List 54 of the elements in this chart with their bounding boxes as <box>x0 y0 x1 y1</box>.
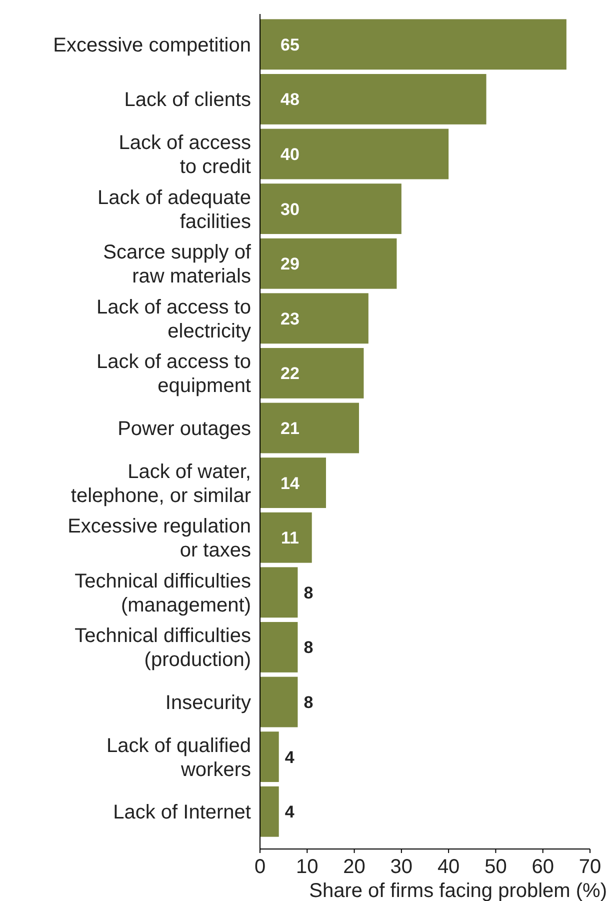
data-label: 8 <box>304 638 314 658</box>
bar <box>260 74 486 124</box>
y-tick-label: Technical difficulties (production) <box>74 625 251 672</box>
data-label: 21 <box>280 418 300 438</box>
x-tick-label: 60 <box>532 856 554 878</box>
bar <box>260 293 368 344</box>
data-label: 11 <box>281 528 299 548</box>
y-tick-label: Lack of access to electricity <box>96 296 251 342</box>
data-label: 14 <box>280 474 300 493</box>
data-label: 22 <box>280 364 300 384</box>
bar <box>260 512 312 563</box>
x-axis-title: Share of firms facing problem (%) <box>309 880 607 901</box>
bar <box>260 184 402 234</box>
y-tick-label: Lack of adequate facilities <box>98 186 251 233</box>
x-tick-label: 20 <box>343 856 366 878</box>
x-tick-label: 0 <box>254 856 266 878</box>
y-tick-label: Lack of access to credit <box>118 132 252 178</box>
x-tick-label: 10 <box>296 856 318 878</box>
y-tick-label: Lack of Internet <box>113 802 252 824</box>
data-label: 4 <box>284 748 295 767</box>
x-tick-label: 70 <box>578 856 602 878</box>
y-tick-label: Scarce supply of raw materials <box>103 242 252 288</box>
data-label: 4 <box>284 802 295 822</box>
data-label: 23 <box>280 309 300 328</box>
x-tick-label: 30 <box>390 856 413 878</box>
bar <box>260 128 449 180</box>
bar <box>260 458 326 508</box>
bar <box>260 786 279 837</box>
data-label: 30 <box>280 200 300 219</box>
y-tick-label: Lack of clients <box>124 89 251 112</box>
data-label: 8 <box>304 583 314 602</box>
bar <box>260 238 397 289</box>
x-tick-label: 40 <box>437 856 460 878</box>
bar <box>260 402 359 454</box>
y-tick-label: Lack of qualified workers <box>106 734 251 781</box>
y-tick-label: Lack of access to equipment <box>96 351 252 398</box>
bar <box>260 348 364 398</box>
data-label: 8 <box>304 692 314 712</box>
x-tick-label: 50 <box>484 856 507 878</box>
bar <box>260 622 298 672</box>
bar <box>260 19 566 70</box>
bar <box>260 676 298 728</box>
y-tick-label: Excessive competition <box>53 34 251 56</box>
data-label: 40 <box>280 144 300 164</box>
y-tick-label: Technical difficulties (management) <box>74 570 251 616</box>
y-tick-label: Lack of water, telephone, or similar <box>70 460 252 507</box>
data-label: 48 <box>280 90 300 110</box>
bar <box>260 567 298 618</box>
y-tick-label: Excessive regulation or taxes <box>68 516 251 562</box>
data-label: 29 <box>280 254 300 274</box>
data-label: 65 <box>280 35 300 54</box>
y-tick-label: Power outages <box>118 418 251 440</box>
bar <box>260 732 279 782</box>
y-tick-label: Insecurity <box>165 692 251 714</box>
